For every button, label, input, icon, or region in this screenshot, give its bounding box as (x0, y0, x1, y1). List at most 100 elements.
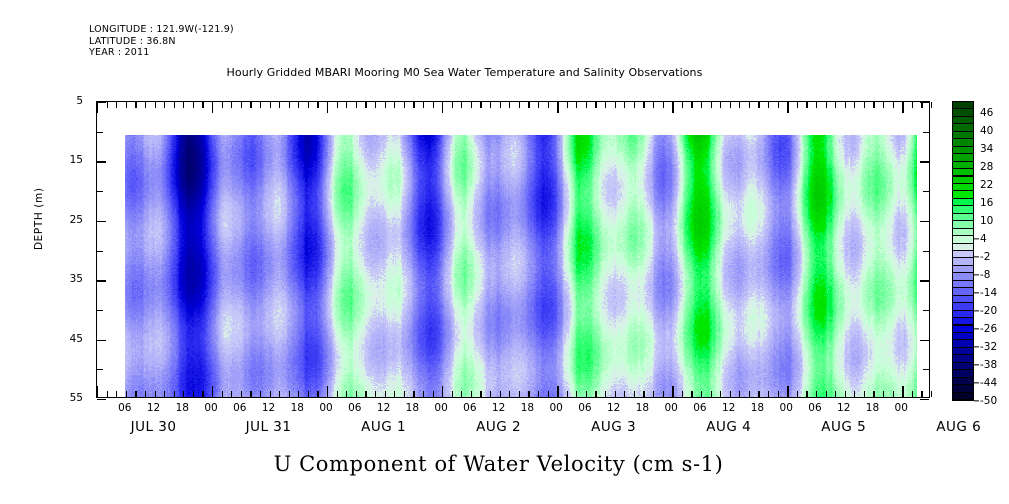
y-tick (97, 161, 106, 163)
colorbar-tick-label: -44 (980, 377, 998, 389)
x-axis-hour-label: 06 (118, 402, 132, 414)
x-tick (355, 102, 357, 108)
x-tick (192, 102, 195, 108)
x-tick (183, 391, 185, 397)
x-tick (164, 391, 166, 397)
colorbar-band (953, 303, 973, 311)
x-tick (883, 391, 885, 397)
x-tick (825, 102, 827, 108)
y-tick (923, 369, 929, 371)
colorbar (952, 101, 974, 401)
colorbar-tick-mark (974, 238, 979, 240)
x-tick (892, 102, 894, 108)
x-tick (844, 102, 846, 108)
colorbar-band (953, 392, 973, 400)
x-tick (796, 102, 798, 108)
colorbar-band (953, 198, 973, 207)
x-axis-day-label: AUG 2 (476, 419, 522, 435)
x-tick (154, 391, 156, 397)
colorbar-band (953, 228, 973, 237)
x-tick (135, 102, 137, 108)
x-tick (643, 102, 645, 108)
y-tick (97, 191, 103, 193)
y-axis-tick-label: 5 (76, 95, 83, 107)
x-axis-hour-label: 18 (405, 402, 420, 414)
x-tick (144, 102, 147, 108)
x-tick (298, 102, 300, 108)
x-tick (537, 102, 540, 108)
x-axis-hour-label: 06 (578, 402, 592, 414)
colorbar-labels: 46 40 34 28 22 16 10 4 -2 -8 -14 -20 -26 -32 -38 -44 -50 (974, 101, 1009, 407)
x-tick (470, 391, 473, 397)
colorbar-band (953, 355, 973, 363)
x-tick (614, 391, 616, 397)
x-tick (442, 102, 444, 113)
x-tick (269, 102, 271, 108)
colorbar-band (953, 191, 973, 199)
x-tick (557, 102, 559, 113)
x-tick (116, 391, 118, 397)
x-tick (518, 391, 520, 397)
x-tick (653, 102, 655, 108)
x-tick (298, 391, 300, 397)
x-tick (566, 102, 568, 108)
x-tick (394, 102, 396, 108)
x-tick (605, 391, 607, 397)
x-tick (451, 391, 453, 397)
colorbar-band (953, 102, 973, 110)
colorbar-band (953, 295, 973, 304)
x-tick (365, 391, 367, 397)
x-axis-hour-label: 06 (348, 402, 362, 414)
x-tick (97, 102, 99, 113)
x-tick (221, 102, 223, 108)
y-tick (97, 399, 106, 401)
x-tick (106, 102, 108, 108)
x-tick (873, 102, 875, 108)
x-tick (854, 102, 856, 108)
colorbar-band (953, 310, 973, 319)
x-tick (911, 391, 913, 397)
x-tick (806, 391, 808, 397)
colorbar-tick-label: 46 (980, 107, 994, 119)
x-axis-hour-label: 00 (204, 402, 218, 414)
x-tick (863, 102, 866, 108)
colorbar-tick-label: 22 (980, 179, 994, 191)
x-tick (815, 391, 818, 397)
x-tick (384, 391, 386, 397)
x-tick (413, 391, 415, 397)
colorbar-tick-label: -32 (980, 341, 998, 353)
colorbar-tick-mark (974, 292, 979, 294)
x-tick (605, 102, 607, 108)
colorbar-band (953, 183, 973, 192)
y-tick (920, 399, 929, 401)
colorbar-tick-label: 40 (980, 125, 994, 137)
y-tick (97, 250, 103, 252)
y-tick (920, 102, 929, 104)
x-tick (432, 391, 434, 397)
x-tick (384, 102, 386, 108)
x-axis-hour-label: 18 (750, 402, 765, 414)
x-tick (739, 391, 741, 397)
colorbar-band (953, 370, 973, 378)
heatmap-raster (125, 135, 917, 397)
y-tick (923, 309, 929, 312)
x-axis-hour-label: 12 (722, 402, 736, 414)
x-tick (777, 102, 779, 108)
x-tick (624, 391, 626, 397)
colorbar-band (953, 221, 973, 229)
x-tick (758, 391, 760, 397)
colorbar-tick-mark (974, 274, 979, 276)
colorbar-band (953, 206, 973, 214)
y-tick (97, 131, 103, 133)
x-tick (422, 391, 425, 397)
x-tick (547, 102, 549, 108)
longitude-text: LONGITUDE : 121.9W(-121.9) (89, 24, 234, 35)
x-tick (403, 391, 405, 397)
plot-axes-frame (96, 101, 933, 401)
colorbar-band (953, 273, 973, 281)
x-tick (240, 391, 242, 397)
x-tick (643, 391, 645, 397)
x-tick (729, 102, 731, 108)
x-tick (835, 102, 837, 108)
